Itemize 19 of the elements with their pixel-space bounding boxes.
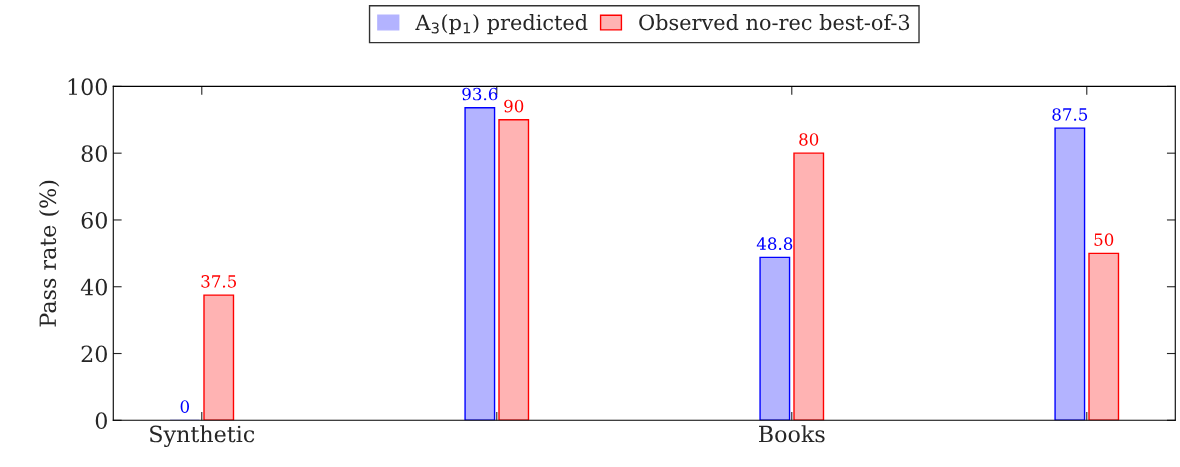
legend-label: Observed no-rec best-of-3 [639,14,910,31]
y-tick-label: 0 [95,412,107,430]
data-label: 37.5 [201,275,237,288]
y-tick-label: 40 [80,278,107,296]
y-tick-label: 100 [68,78,107,96]
data-label: 80 [799,133,819,146]
legend-label: A$_{3}$(p$_{1}$) predicted [415,14,588,35]
data-label: 50 [1094,233,1114,246]
y-tick-label: 80 [81,145,107,162]
data-label: 48.8 [756,237,793,250]
data-label: 87.5 [1052,108,1088,121]
y-tick-label: 20 [81,345,107,363]
x-tick-label: Books [759,425,825,443]
data-label: 0 [180,400,190,413]
x-tick-label: Synthetic [150,425,255,447]
data-label: 93.6 [462,87,498,101]
y-axis-title: Pass rate (%) [38,180,60,327]
y-tick-label: 60 [81,211,107,229]
data-label: 90 [504,99,524,113]
